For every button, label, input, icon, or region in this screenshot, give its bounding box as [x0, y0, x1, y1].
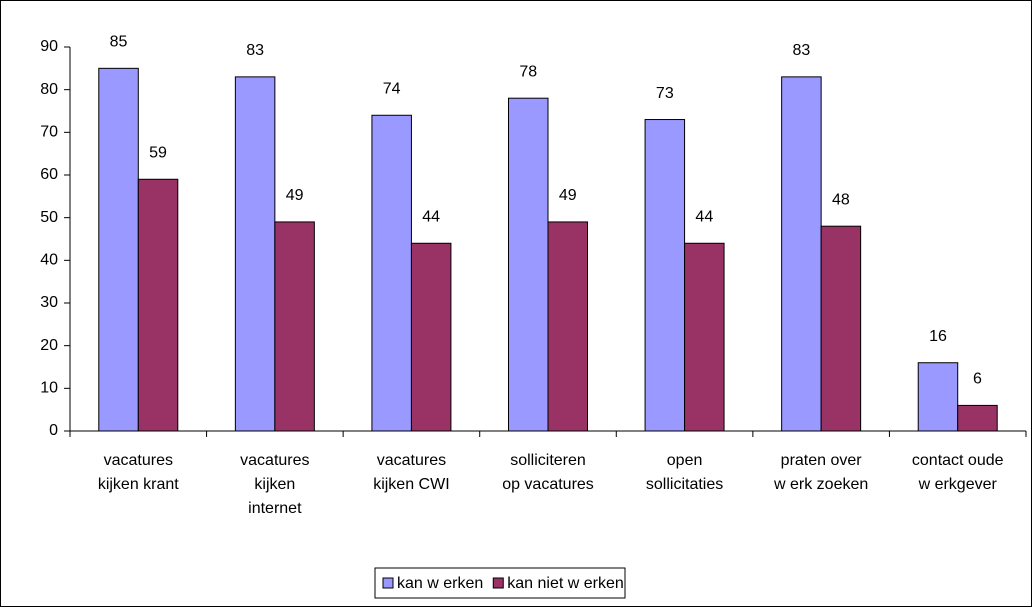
bar [137, 178, 179, 432]
data-label: 83 [246, 42, 264, 59]
y-tick-label: 10 [40, 380, 58, 397]
bar [508, 97, 549, 432]
y-tick-label: 60 [40, 166, 58, 183]
bar [820, 225, 862, 432]
y-tick-label: 50 [40, 209, 58, 226]
data-label: 83 [792, 42, 810, 59]
x-tick-label: vacatures kijken internet [240, 452, 310, 517]
y-tick-label: 70 [40, 124, 58, 141]
legend-label: kan niet w erken [507, 575, 624, 592]
y-tick-label: 80 [40, 81, 58, 98]
legend-swatch [382, 577, 394, 589]
data-label: 85 [110, 34, 128, 51]
data-label: 59 [149, 144, 167, 161]
data-label: 48 [832, 191, 850, 208]
bar [234, 76, 276, 432]
legend-swatch [492, 577, 504, 589]
data-label: 73 [656, 85, 674, 102]
bar [917, 362, 959, 432]
data-label: 74 [383, 80, 401, 97]
bar [547, 221, 588, 432]
data-label: 49 [559, 187, 577, 204]
y-tick-label: 20 [40, 337, 58, 354]
x-tick-label: praten over w erk zoeken [774, 452, 869, 493]
bar [98, 67, 139, 432]
bar [274, 221, 315, 432]
bar [410, 242, 452, 432]
x-tick-label: vacatures kijken krant [97, 452, 179, 493]
x-tick-label: vacatures kijken CWI [373, 452, 450, 493]
data-label: 6 [973, 371, 982, 388]
bar [371, 114, 412, 432]
data-label: 44 [422, 208, 440, 225]
y-tick-label: 0 [49, 422, 58, 439]
y-tick-label: 90 [40, 38, 58, 55]
y-tick-label: 30 [40, 294, 58, 311]
data-label: 16 [929, 328, 947, 345]
bar [644, 119, 686, 432]
y-tick-label: 40 [40, 252, 58, 269]
x-tick-label: solliciteren op vacatures [502, 452, 594, 493]
bar [684, 242, 725, 432]
legend-label: kan w erken [397, 575, 483, 592]
bar [957, 404, 998, 432]
data-label: 49 [286, 187, 304, 204]
data-label: 78 [519, 63, 537, 80]
data-label: 44 [695, 208, 713, 225]
bar [781, 76, 822, 432]
x-tick-label: contact oude w erkgever [911, 452, 1004, 493]
x-tick-label: open sollicitaties [645, 452, 724, 493]
